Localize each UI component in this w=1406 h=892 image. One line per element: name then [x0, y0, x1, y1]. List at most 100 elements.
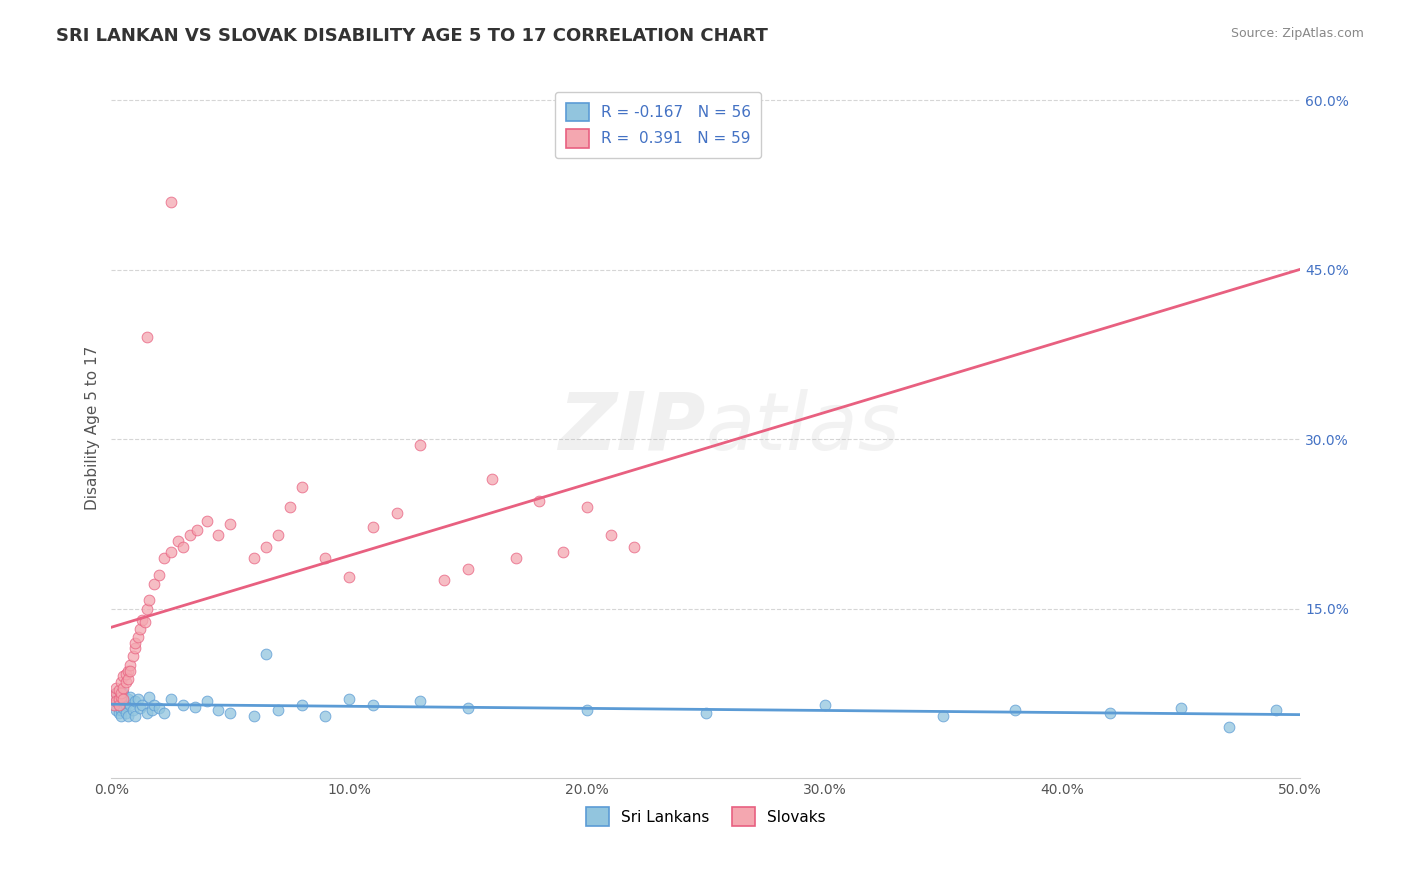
Point — [127, 692, 149, 706]
Point — [433, 574, 456, 588]
Point — [179, 528, 201, 542]
Point — [107, 692, 129, 706]
Point — [575, 500, 598, 514]
Point — [553, 545, 575, 559]
Point — [103, 690, 125, 704]
Point — [114, 667, 136, 681]
Point — [291, 480, 314, 494]
Point — [110, 690, 132, 704]
Point — [167, 533, 190, 548]
Point — [152, 706, 174, 720]
Point — [254, 647, 277, 661]
Point — [117, 692, 139, 706]
Point — [105, 686, 128, 700]
Point — [599, 528, 621, 542]
Point — [361, 698, 384, 712]
Point — [148, 701, 170, 715]
Point — [183, 700, 205, 714]
Point — [219, 706, 242, 720]
Point — [124, 641, 146, 656]
Point — [529, 494, 551, 508]
Point — [243, 709, 266, 723]
Point — [160, 194, 183, 209]
Point — [314, 709, 336, 723]
Text: Source: ZipAtlas.com: Source: ZipAtlas.com — [1230, 27, 1364, 40]
Point — [278, 500, 301, 514]
Point — [129, 701, 152, 715]
Point — [117, 664, 139, 678]
Point — [267, 703, 290, 717]
Point — [254, 540, 277, 554]
Point — [160, 545, 183, 559]
Point — [291, 698, 314, 712]
Point — [131, 613, 153, 627]
Point — [314, 550, 336, 565]
Point — [267, 528, 290, 542]
Point — [112, 669, 135, 683]
Point — [103, 698, 125, 712]
Point — [623, 540, 645, 554]
Point — [932, 709, 955, 723]
Point — [114, 675, 136, 690]
Point — [120, 664, 142, 678]
Point — [124, 694, 146, 708]
Point — [361, 520, 384, 534]
Point — [114, 698, 136, 712]
Point — [120, 690, 142, 704]
Point — [138, 690, 160, 704]
Point — [409, 438, 432, 452]
Point — [138, 592, 160, 607]
Point — [141, 703, 163, 717]
Point — [136, 706, 159, 720]
Point — [409, 694, 432, 708]
Point — [114, 706, 136, 720]
Point — [219, 516, 242, 531]
Point — [172, 698, 194, 712]
Point — [129, 622, 152, 636]
Point — [110, 686, 132, 700]
Point — [117, 672, 139, 686]
Point — [1170, 701, 1192, 715]
Point — [110, 703, 132, 717]
Point — [1265, 703, 1288, 717]
Point — [148, 567, 170, 582]
Point — [136, 330, 159, 344]
Point — [143, 698, 166, 712]
Point — [107, 698, 129, 712]
Point — [1098, 706, 1121, 720]
Text: SRI LANKAN VS SLOVAK DISABILITY AGE 5 TO 17 CORRELATION CHART: SRI LANKAN VS SLOVAK DISABILITY AGE 5 TO… — [56, 27, 768, 45]
Point — [207, 703, 229, 717]
Point — [172, 540, 194, 554]
Point — [1218, 720, 1240, 734]
Point — [120, 698, 142, 712]
Point — [481, 472, 503, 486]
Point — [337, 570, 360, 584]
Point — [124, 709, 146, 723]
Point — [103, 690, 125, 704]
Point — [1004, 703, 1026, 717]
Point — [136, 601, 159, 615]
Point — [105, 703, 128, 717]
Point — [385, 506, 408, 520]
Point — [195, 514, 218, 528]
Point — [121, 649, 143, 664]
Text: atlas: atlas — [706, 389, 900, 467]
Text: ZIP: ZIP — [558, 389, 706, 467]
Point — [107, 690, 129, 704]
Point — [110, 709, 132, 723]
Point — [110, 692, 132, 706]
Point — [112, 694, 135, 708]
Point — [134, 615, 156, 630]
Point — [337, 692, 360, 706]
Point — [112, 701, 135, 715]
Point — [121, 703, 143, 717]
Point — [124, 635, 146, 649]
Point — [813, 698, 835, 712]
Point — [575, 703, 598, 717]
Point — [457, 701, 479, 715]
Point — [120, 658, 142, 673]
Y-axis label: Disability Age 5 to 17: Disability Age 5 to 17 — [86, 346, 100, 510]
Point — [186, 523, 208, 537]
Point — [105, 694, 128, 708]
Point — [105, 681, 128, 695]
